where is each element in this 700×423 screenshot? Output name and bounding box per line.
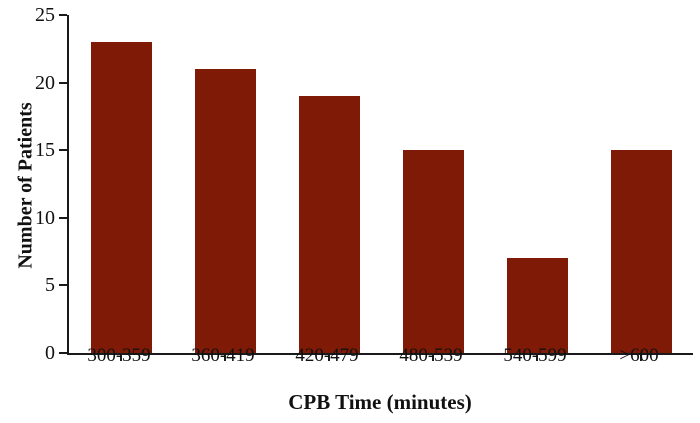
bar-300-359 [90,42,152,353]
bar-480-539 [402,150,464,353]
y-tick-label: 15 [35,139,55,162]
x-axis-tick [432,355,434,361]
x-axis-tick [328,355,330,361]
y-axis-tick [59,216,67,219]
bar-360-419 [194,69,256,353]
bar-540-599 [506,258,568,353]
y-tick-label: 20 [35,71,55,94]
x-axis-title: CPB Time (minutes) [288,390,472,414]
y-tick-label: 10 [35,206,55,229]
x-axis-tick [640,355,642,361]
plot-area: 0 5 10 15 20 25 [35,5,693,363]
y-axis-tick [59,14,67,16]
y-tick-label: 0 [45,342,55,364]
bar-420-479 [298,96,360,353]
x-tick-label: 420-479 [295,345,359,366]
x-tick-label: >600 [619,345,659,366]
y-tick-label: 25 [35,4,55,26]
bar->600 [610,150,672,353]
y-axis-tick [59,149,67,152]
y-axis-tick [59,81,67,84]
x-axis-tick [536,355,538,361]
x-axis-tick [120,355,122,361]
y-tick-label: 5 [45,274,55,297]
y-axis-tick [59,352,67,354]
x-axis-tick [224,355,226,361]
y-axis-tick [59,284,67,287]
x-tick-label: 540-599 [503,345,567,366]
x-tick-label: 360-419 [191,345,255,366]
x-tick-label: 480-539 [399,345,463,366]
x-tick-label: 300-359 [87,345,151,366]
y-axis-title: Number of Patients [14,102,37,269]
